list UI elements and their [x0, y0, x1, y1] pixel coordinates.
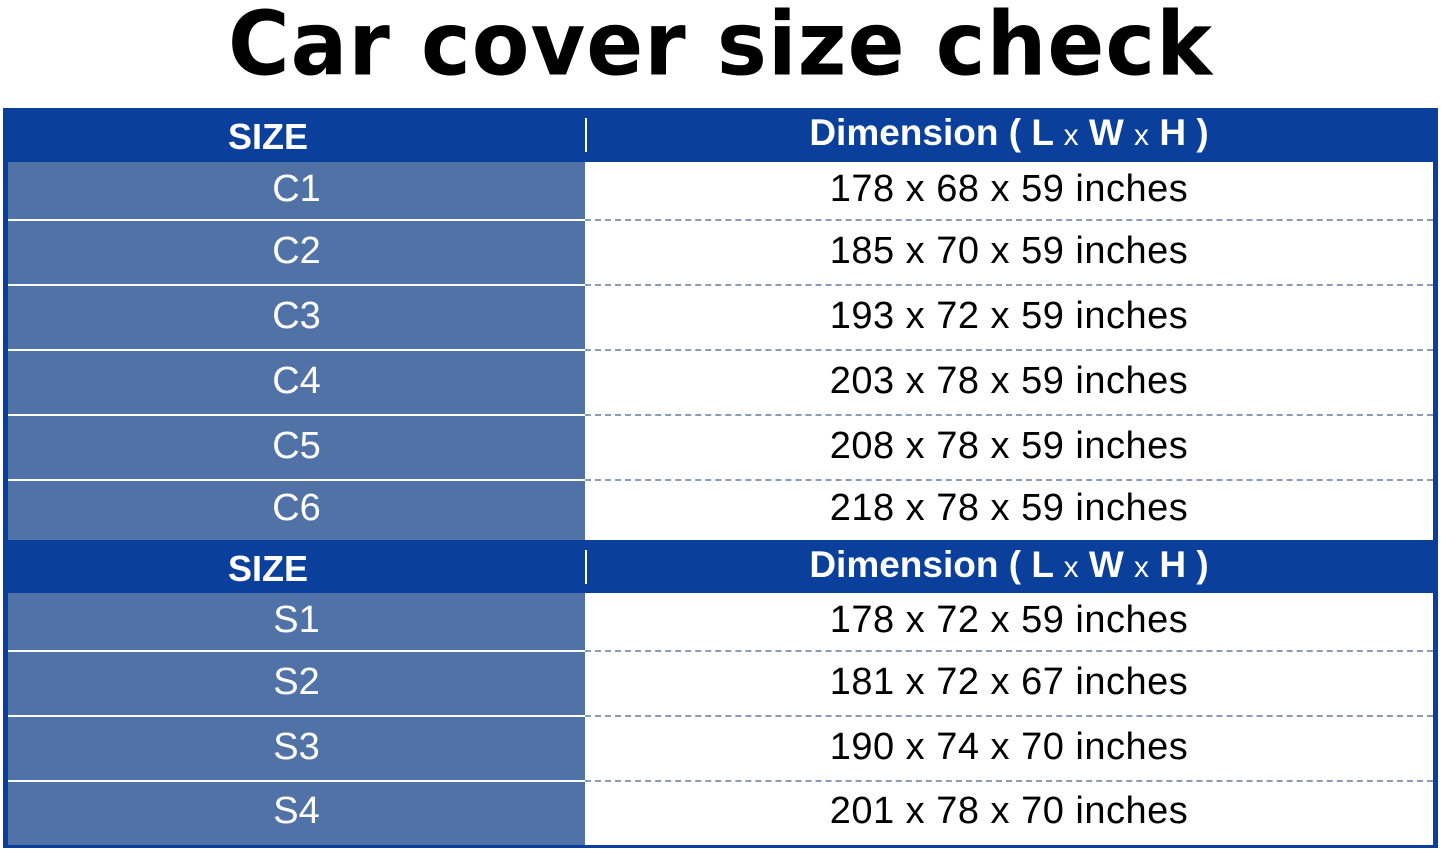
size-cell: C4 [8, 351, 585, 416]
size-cell: C6 [8, 481, 585, 540]
size-cell: C1 [8, 162, 585, 221]
dimension-cell: 185 x 70 x 59 inches [585, 221, 1433, 286]
table-row: C6 218 x 78 x 59 inches [8, 481, 1433, 540]
table-row: S1 178 x 72 x 59 inches [8, 593, 1433, 652]
table-row: S3 190 x 74 x 70 inches [8, 717, 1433, 782]
height-label: H ) [1149, 112, 1209, 153]
width-label: W [1078, 112, 1135, 153]
table-row: C3 193 x 72 x 59 inches [8, 286, 1433, 351]
dimension-header: Dimension ( L x W x H ) [585, 112, 1433, 154]
table-row: C4 203 x 78 x 59 inches [8, 351, 1433, 416]
height-label: H ) [1149, 544, 1209, 585]
size-cell: S1 [8, 593, 585, 652]
size-cell: S4 [8, 782, 585, 845]
size-table: SIZE Dimension ( L x W x H ) C1 178 x 68 x … [3, 108, 1438, 848]
dimension-cell: 201 x 78 x 70 inches [585, 782, 1433, 845]
times-sign: x [1134, 119, 1150, 152]
dimension-label: Dimension ( L [809, 112, 1064, 153]
table-row: S2 181 x 72 x 67 inches [8, 652, 1433, 717]
table-row: C5 208 x 78 x 59 inches [8, 416, 1433, 481]
dimension-cell: 208 x 78 x 59 inches [585, 416, 1433, 481]
dimension-cell: 178 x 72 x 59 inches [585, 593, 1433, 652]
header-divider [585, 550, 587, 584]
times-sign: x [1134, 551, 1150, 584]
size-cell: C3 [8, 286, 585, 351]
size-header: SIZE [227, 548, 308, 589]
size-cell: C5 [8, 416, 585, 481]
dimension-cell: 181 x 72 x 67 inches [585, 652, 1433, 717]
table-header: SIZE Dimension ( L x W x H ) [3, 108, 1438, 162]
size-cell: S3 [8, 717, 585, 782]
dimension-cell: 178 x 68 x 59 inches [585, 162, 1433, 221]
dimension-header: Dimension ( L x W x H ) [585, 544, 1433, 586]
page-title: Car cover size check [227, 0, 1213, 96]
dimension-cell: 193 x 72 x 59 inches [585, 286, 1433, 351]
times-sign: x [1063, 119, 1079, 152]
table-header: SIZE Dimension ( L x W x H ) [3, 540, 1438, 594]
size-cell: C2 [8, 221, 585, 286]
table-row: C1 178 x 68 x 59 inches [8, 162, 1433, 221]
dimension-cell: 218 x 78 x 59 inches [585, 481, 1433, 540]
size-header: SIZE [227, 116, 308, 157]
times-sign: x [1063, 551, 1079, 584]
dimension-cell: 190 x 74 x 70 inches [585, 717, 1433, 782]
table-row: S4 201 x 78 x 70 inches [8, 782, 1433, 845]
table-row: C2 185 x 70 x 59 inches [8, 221, 1433, 286]
size-cell: S2 [8, 652, 585, 717]
dimension-label: Dimension ( L [809, 544, 1064, 585]
width-label: W [1078, 544, 1135, 585]
header-divider [585, 118, 587, 152]
dimension-cell: 203 x 78 x 59 inches [585, 351, 1433, 416]
